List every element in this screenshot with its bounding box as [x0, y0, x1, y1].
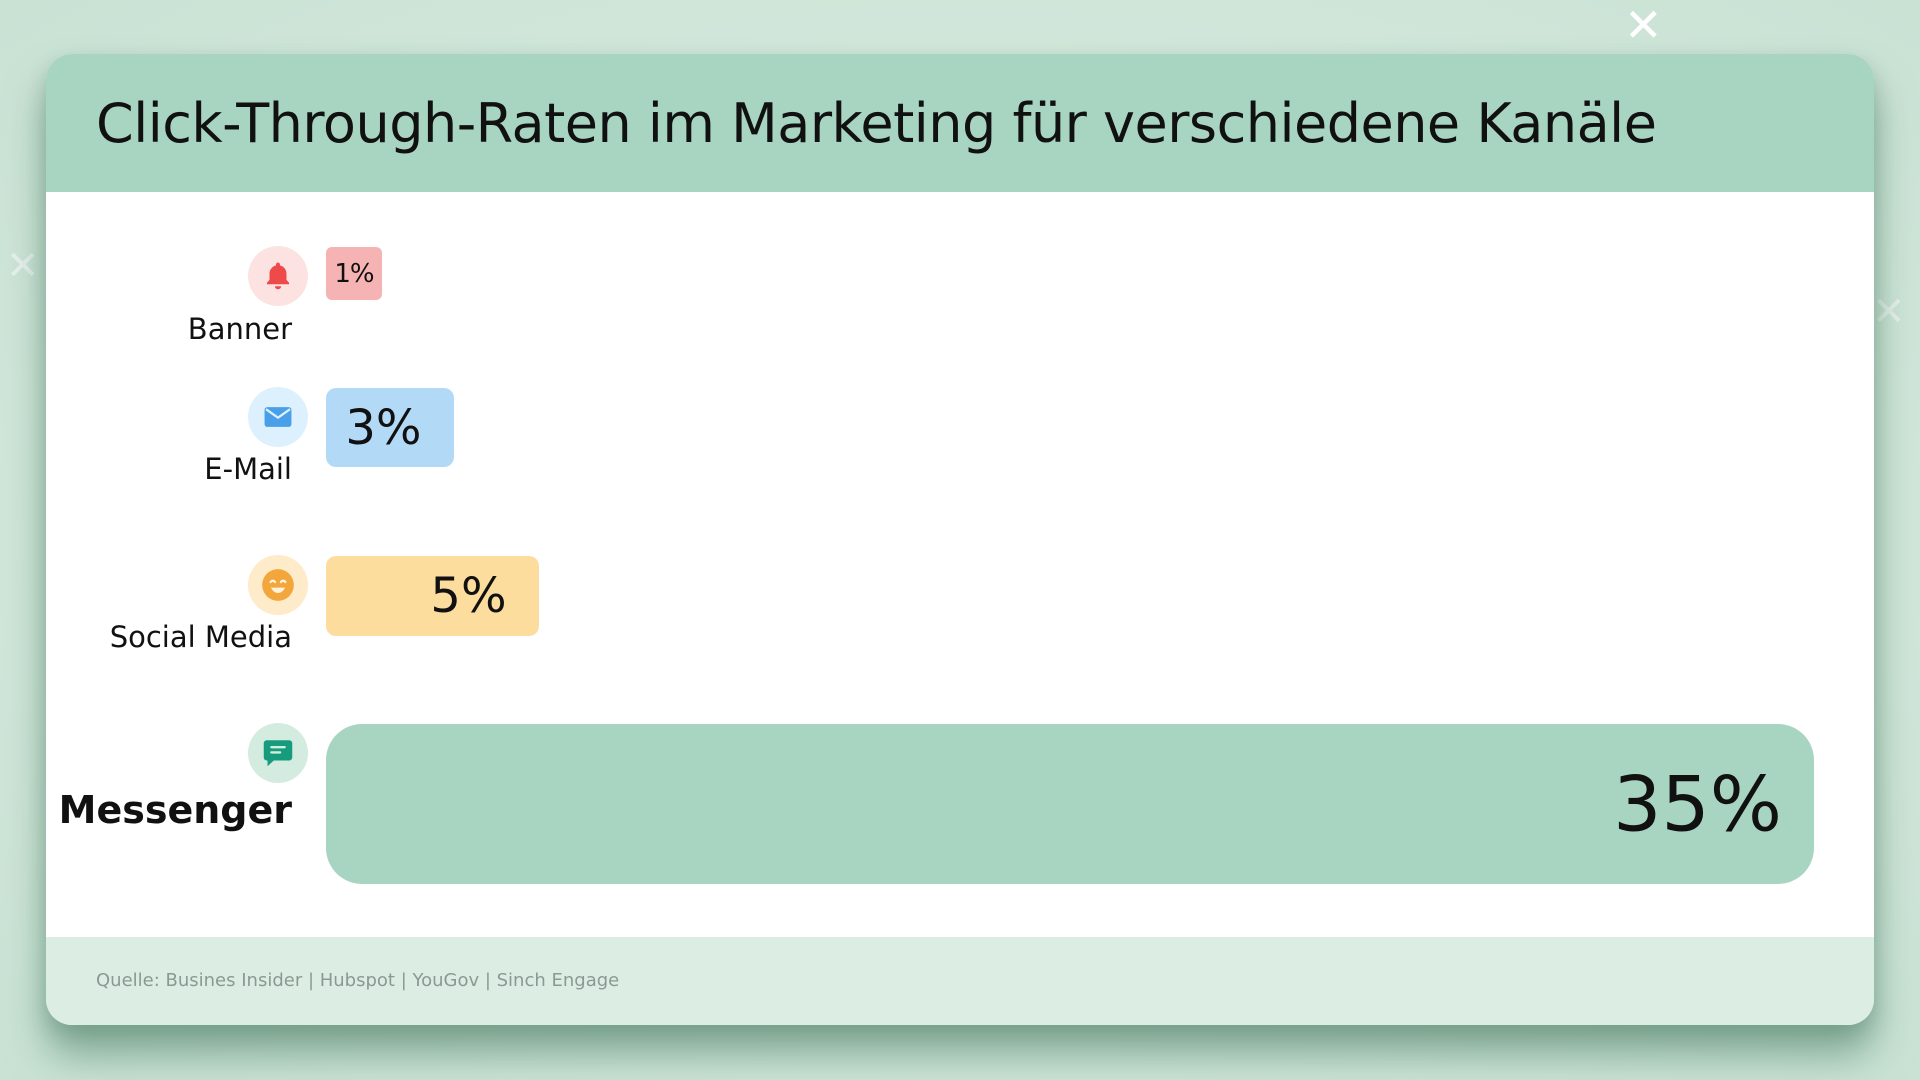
chart-footer: Quelle: Busines Insider | Hubspot | YouG…: [46, 937, 1874, 1025]
bar-value-label: 1%: [334, 258, 374, 289]
source-text: Quelle: Busines Insider | Hubspot | YouG…: [96, 970, 620, 991]
chart-title: Click-Through-Raten im Marketing für ver…: [96, 92, 1657, 155]
bar-value-label: 5%: [430, 568, 507, 624]
bar-banner: 1%: [326, 247, 382, 300]
bell-icon: [248, 246, 308, 306]
x-decoration-right: ✕: [1872, 289, 1906, 335]
category-label-messenger: Messenger: [58, 788, 292, 832]
chart-card: Click-Through-Raten im Marketing für ver…: [46, 54, 1874, 1025]
category-label-e-mail: E-Mail: [204, 452, 292, 486]
chart-header: Click-Through-Raten im Marketing für ver…: [46, 54, 1874, 192]
smile-icon: [248, 555, 308, 615]
category-label-banner: Banner: [187, 312, 292, 346]
mail-icon: [248, 387, 308, 447]
bar-value-label: 3%: [345, 399, 422, 456]
bar-e-mail: 3%: [326, 388, 454, 467]
chat-icon: [248, 723, 308, 783]
x-decoration-left: ✕: [6, 243, 40, 289]
bar-messenger: 35%: [326, 724, 1814, 884]
category-label-social-media: Social Media: [109, 620, 292, 654]
close-x-decoration: ✕: [1624, 0, 1663, 52]
bar-value-label: 35%: [1613, 759, 1782, 849]
bar-social-media: 5%: [326, 556, 539, 636]
